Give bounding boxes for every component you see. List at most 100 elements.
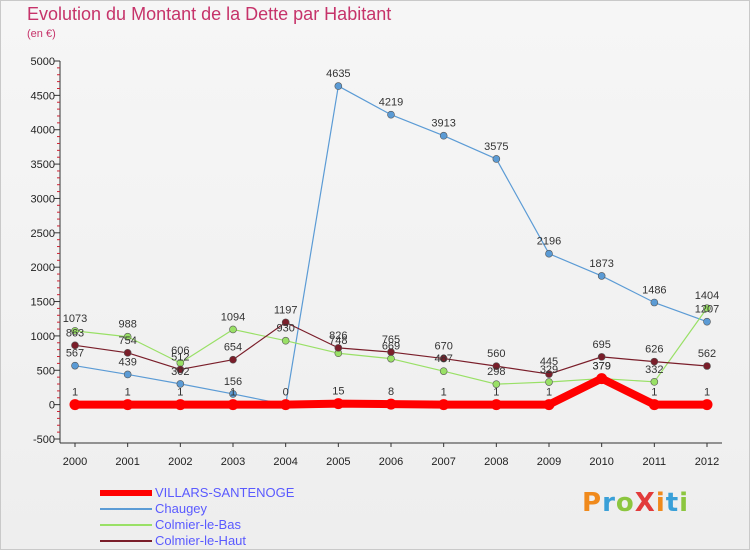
data-point (492, 362, 501, 370)
y-tick-label: 0 (49, 400, 55, 412)
y-tick-label: 3500 (31, 159, 55, 171)
data-point (438, 399, 450, 411)
data-label: 748 (329, 335, 347, 347)
data-label: 156 (224, 376, 242, 388)
data-point (703, 317, 711, 326)
data-label: 826 (329, 330, 347, 342)
data-label: 1094 (221, 311, 245, 323)
data-point (439, 367, 448, 375)
data-point (71, 327, 79, 335)
data-label: 1 (704, 387, 710, 399)
data-label: 439 (118, 356, 136, 368)
data-point (281, 336, 290, 345)
data-point (123, 332, 132, 341)
data-label: 670 (434, 341, 452, 353)
y-tick-label: 500 (37, 365, 55, 377)
logo-letter: r (602, 488, 616, 518)
data-label: 1873 (589, 258, 613, 270)
data-label: 1 (177, 387, 183, 399)
data-label: 329 (540, 364, 558, 376)
data-point (387, 348, 395, 356)
legend-label: Colmier-le-Bas (155, 517, 241, 532)
data-label: 863 (66, 327, 84, 339)
logo-letter: t (665, 488, 680, 518)
legend-label: Colmier-le-Haut (155, 533, 247, 548)
data-label: 1073 (63, 313, 87, 325)
data-label: 0 (283, 387, 289, 399)
y-tick-label: 3000 (31, 193, 55, 205)
data-label: 2196 (537, 236, 561, 248)
data-label: 4635 (326, 68, 350, 80)
x-tick-label: 2009 (537, 456, 561, 468)
y-tick-label: 2500 (31, 228, 55, 240)
data-label: 669 (382, 341, 400, 353)
data-point (492, 155, 501, 163)
data-point (703, 304, 711, 312)
data-label: 1207 (695, 304, 719, 316)
data-point (490, 399, 502, 411)
data-label: 765 (382, 334, 400, 346)
y-tick-label: -500 (33, 434, 55, 446)
y-tick-label: 5000 (31, 56, 55, 68)
logo-letter: i (679, 488, 690, 518)
data-label: 3575 (484, 141, 508, 153)
data-point (122, 399, 134, 411)
data-point (650, 298, 659, 307)
data-point (648, 399, 660, 411)
data-point (387, 354, 395, 363)
data-label: 1197 (274, 304, 298, 316)
legend-label: VILLARS-SANTENOGE (155, 485, 295, 500)
data-label: 302 (171, 366, 189, 378)
data-label: 4219 (379, 97, 403, 109)
legend-swatch (100, 524, 152, 526)
data-point (280, 399, 292, 411)
data-label: 654 (224, 342, 242, 354)
data-point (545, 249, 553, 258)
data-label: 1 (230, 387, 236, 399)
x-tick-label: 2000 (63, 456, 87, 468)
data-point (703, 362, 711, 370)
data-point (387, 110, 395, 119)
data-label: 1 (441, 387, 447, 399)
data-point (123, 370, 132, 379)
data-label: 1 (125, 387, 131, 399)
data-label: 1 (651, 387, 657, 399)
data-point (334, 344, 343, 352)
x-tick-label: 2007 (431, 456, 455, 468)
data-label: 567 (66, 348, 84, 360)
data-point (596, 373, 608, 385)
proxiti-logo: ProXiti (582, 488, 689, 518)
data-point (334, 82, 343, 90)
data-label: 445 (540, 356, 558, 368)
data-label: 988 (118, 319, 136, 331)
data-point (597, 353, 606, 361)
data-label: 1486 (642, 285, 666, 297)
x-tick-label: 2010 (589, 456, 613, 468)
data-label: 15 (332, 386, 344, 398)
data-label: 379 (592, 361, 610, 373)
x-tick-label: 2001 (115, 456, 139, 468)
y-tick-label: 1500 (31, 297, 55, 309)
data-point (545, 370, 553, 378)
chart-title: Evolution du Montant de la Dette par Hab… (27, 4, 392, 24)
data-label: 560 (487, 348, 505, 360)
data-point (227, 399, 239, 411)
data-point (71, 361, 79, 370)
data-point (701, 399, 713, 411)
legend-swatch (100, 540, 152, 542)
logo-letter: P (582, 488, 603, 518)
y-tick-label: 4000 (31, 125, 55, 137)
data-label: 332 (645, 364, 663, 376)
data-label: 754 (118, 335, 136, 347)
data-point (597, 272, 606, 280)
x-tick-label: 2012 (695, 456, 719, 468)
data-point (385, 398, 397, 410)
data-point (174, 399, 186, 411)
data-point (492, 380, 501, 388)
data-label: 3913 (431, 118, 455, 130)
data-point (543, 399, 555, 411)
data-point (229, 390, 237, 398)
data-label: 606 (171, 345, 189, 357)
